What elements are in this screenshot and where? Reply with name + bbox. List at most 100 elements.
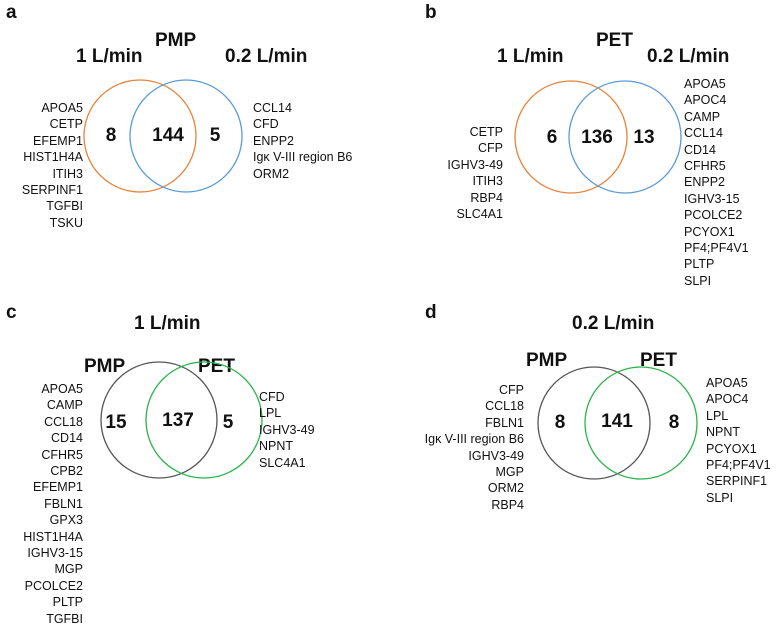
panel-d-right-label: PET	[640, 350, 677, 371]
protein-name: PLTP	[52, 595, 83, 610]
panel-d-right-count: 8	[668, 412, 680, 433]
protein-name: HIST1H4A	[23, 150, 83, 165]
panel-b-left-list: CETP CFP IGHV3-49 ITIH3 RBP4 SLC4A1	[447, 124, 503, 222]
panel-a-letter: a	[6, 2, 17, 23]
protein-name: NPNT	[706, 425, 741, 440]
protein-name: SLC4A1	[259, 455, 306, 470]
protein-name: APOA5	[41, 101, 83, 115]
protein-name: APOC4	[684, 93, 727, 108]
protein-name: PF4;PF4V1	[684, 241, 749, 256]
protein-name: IGHV3-49	[259, 422, 315, 437]
protein-name: SERPINF1	[706, 474, 768, 489]
protein-name: CCL14	[684, 126, 723, 141]
protein-name: TSKU	[49, 215, 83, 230]
protein-name: EFEMP1	[32, 133, 83, 148]
panel-c-right-label: PET	[198, 356, 235, 377]
panel-d-right-list: APOA5 APOC4 LPL NPNT PCYOX1 PF4;PF4V1 SERPINF1…	[706, 375, 771, 506]
protein-name: HIST1H4A	[23, 529, 83, 544]
protein-name: CAMP	[46, 398, 83, 413]
panel-d-left-circle	[537, 366, 651, 480]
protein-name: RBP4	[470, 190, 503, 205]
protein-name: LPL	[259, 406, 282, 421]
panel-b-letter: b	[425, 2, 437, 23]
protein-name: RBP4	[491, 497, 524, 512]
panel-d-left-count: 8	[554, 412, 566, 433]
panel-c-left-label: PMP	[84, 356, 126, 377]
protein-name: ORM2	[253, 166, 290, 181]
panel-a-left-circle	[83, 79, 197, 193]
protein-name: PCOLCE2	[24, 578, 83, 593]
panel-c-letter: c	[6, 302, 17, 323]
protein-name: IGHV3-49	[447, 157, 503, 172]
panel-b-overlap-count: 136	[581, 127, 613, 148]
protein-name: CFHR5	[684, 159, 726, 174]
panel-d-left-label: PMP	[526, 350, 568, 371]
protein-name: CFP	[499, 383, 524, 397]
protein-name: PCYOX1	[684, 224, 735, 239]
protein-name: ITIH3	[52, 166, 83, 181]
protein-name: LPL	[706, 408, 729, 423]
protein-name: PCYOX1	[706, 441, 757, 456]
protein-name: CFP	[478, 141, 503, 156]
protein-name: ITIH3	[472, 174, 503, 189]
protein-name: PCOLCE2	[684, 208, 743, 223]
protein-name: FBLN1	[485, 415, 524, 430]
panel-b-right-list: APOA5 APOC4 CAMP CCL14 CD14 CFHR5 ENPP2 IGHV3-1…	[684, 76, 749, 289]
panel-a-left-count: 8	[105, 125, 117, 146]
protein-name: NPNT	[259, 439, 294, 454]
protein-name: PLTP	[684, 257, 715, 272]
panel-c-left-list: APOA5 CAMP CCL18 CD14 CFHR5 CPB2 EFEMP1 FBLN1 GP…	[23, 381, 83, 627]
panel-c-left-count: 15	[105, 412, 127, 433]
panel-b-right-count: 13	[633, 127, 655, 148]
panel-c-left-circle	[100, 361, 218, 479]
panel-c-title: 1 L/min	[134, 313, 201, 334]
panel-c-right-circle	[145, 361, 263, 479]
panel-d-title: 0.2 L/min	[572, 313, 655, 334]
protein-name: TGFBI	[46, 611, 83, 626]
panel-b-left-count: 6	[546, 127, 558, 148]
panel-b-right-circle	[568, 80, 682, 194]
protein-name: APOA5	[684, 77, 726, 91]
protein-name: TGFBI	[46, 199, 83, 214]
protein-name: FBLN1	[44, 496, 83, 511]
panel-a-right-label: 0.2 L/min	[225, 46, 308, 67]
protein-name: ORM2	[487, 481, 524, 496]
protein-name: CETP	[469, 125, 503, 139]
panel-c-overlap-count: 137	[162, 410, 194, 431]
panel-c-right-count: 5	[222, 412, 234, 433]
panel-d-left-list: CFP CCL18 FBLN1 Igκ V-III region B6 IGHV3-49…	[425, 382, 524, 513]
protein-name: CD14	[684, 142, 716, 157]
protein-name: SLPI	[706, 490, 734, 505]
protein-name: MGP	[54, 562, 83, 577]
protein-name: SERPINF1	[21, 183, 83, 198]
protein-name: ENPP2	[253, 133, 294, 148]
panel-a-overlap-count: 144	[152, 125, 184, 146]
protein-name: CETP	[49, 117, 83, 132]
protein-name: IGHV3-49	[468, 448, 524, 463]
panel-b-left-label: 1 L/min	[497, 46, 564, 67]
panel-a-left-label: 1 L/min	[76, 46, 143, 67]
protein-name: CFD	[259, 390, 285, 404]
protein-name: CCL18	[44, 414, 83, 429]
protein-name: APOC4	[706, 392, 749, 407]
panel-c-right-list: CFD LPL IGHV3-49 NPNT SLC4A1	[259, 389, 315, 471]
panel-a-right-count: 5	[209, 125, 221, 146]
protein-name: PF4;PF4V1	[706, 458, 771, 473]
panel-d-overlap-count: 141	[601, 411, 633, 432]
panel-b-right-label: 0.2 L/min	[647, 46, 730, 67]
protein-name: CCL18	[485, 399, 524, 414]
protein-name: CFHR5	[41, 447, 83, 462]
protein-name: APOA5	[41, 382, 83, 396]
protein-name: EFEMP1	[32, 480, 83, 495]
panel-a-right-circle	[129, 79, 243, 193]
panel-a-left-list: APOA5 CETP EFEMP1 HIST1H4A ITIH3 SERPINF1 TGFB…	[22, 100, 83, 231]
panel-d-letter: d	[425, 302, 437, 323]
panel-b-left-circle	[514, 80, 628, 194]
protein-name: CPB2	[50, 464, 83, 479]
protein-name: ENPP2	[684, 175, 725, 190]
panel-b-title: PET	[596, 30, 633, 51]
protein-name: APOA5	[706, 376, 748, 390]
